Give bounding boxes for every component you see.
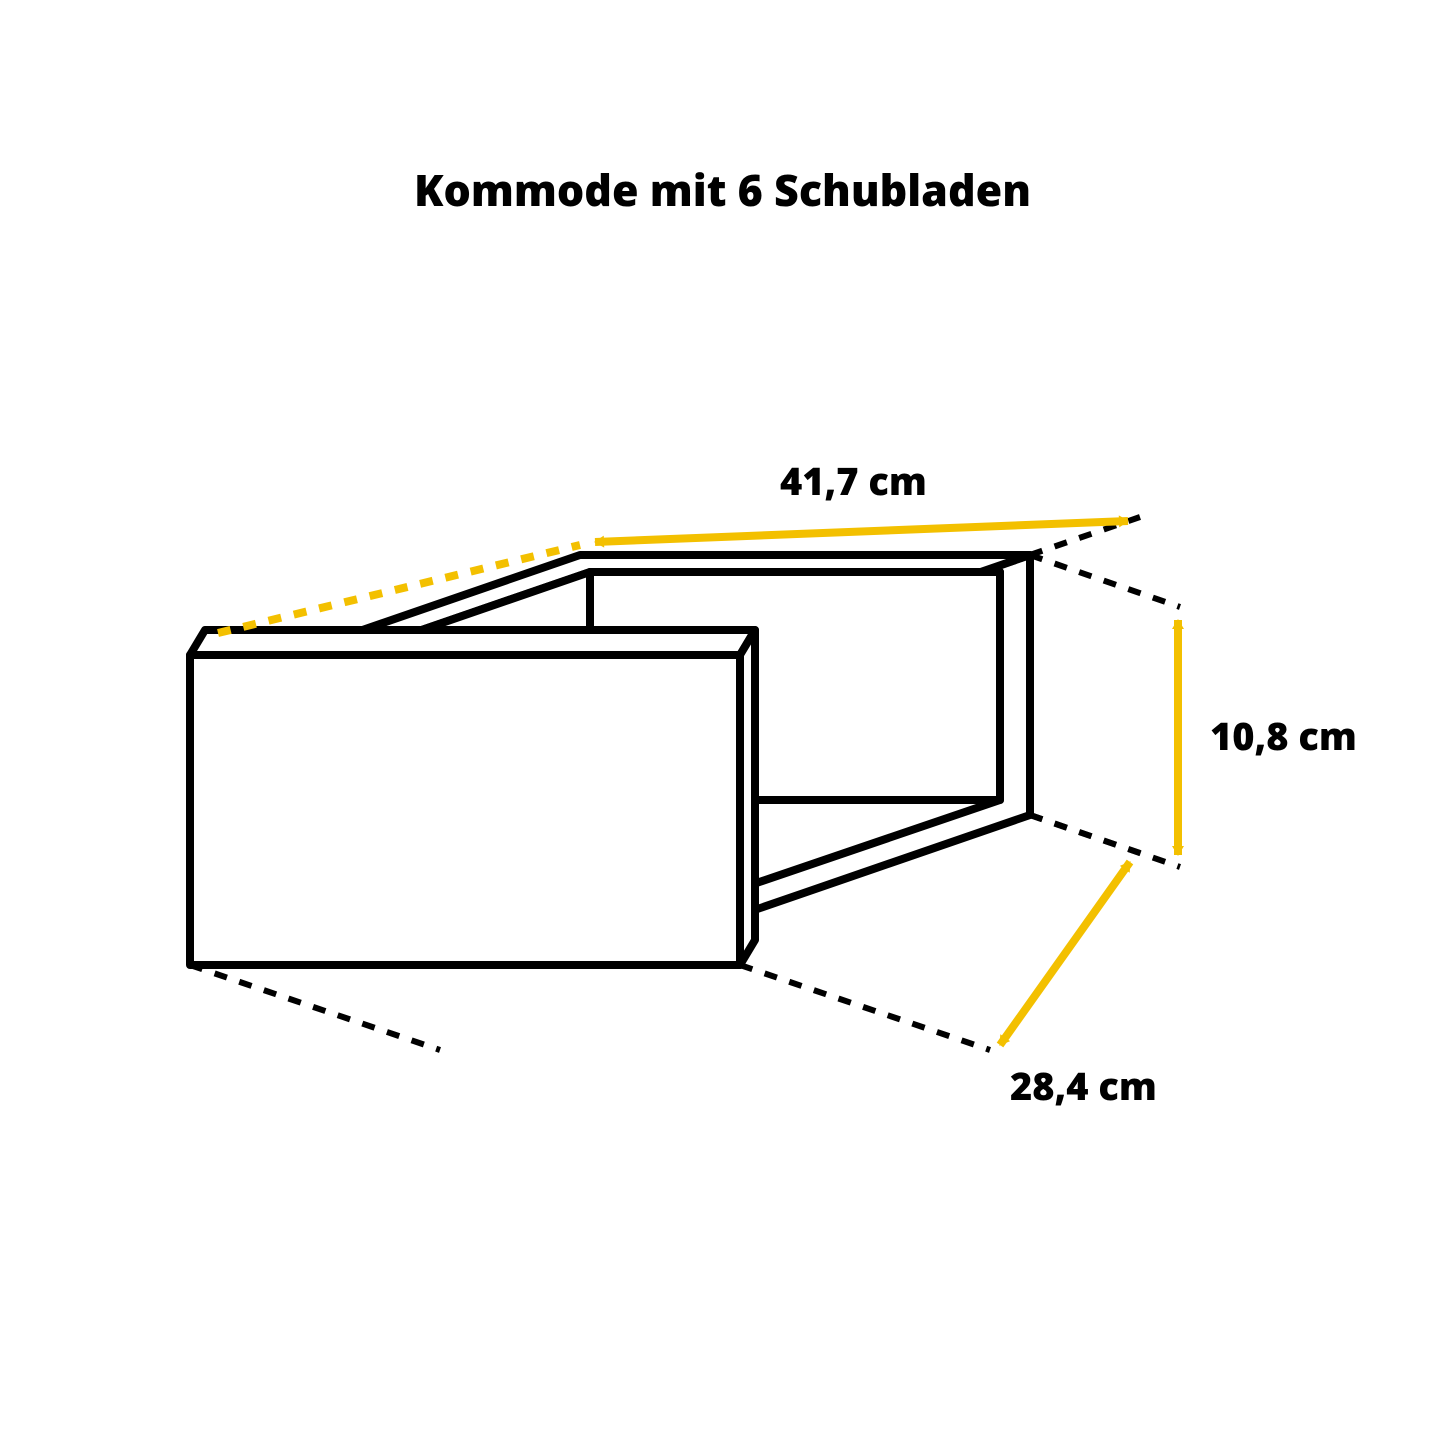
dim-height-label: 10,8 cm [1210,710,1357,762]
diagram-title: Kommode mit 6 Schubladen [0,160,1445,219]
dim-depth-label: 28,4 cm [1010,1060,1157,1112]
diagram-canvas: Kommode mit 6 Schubladen [0,0,1445,1445]
dim-width-arrow [595,521,1128,542]
dim-depth-arrow [1000,862,1130,1045]
dim-width-label: 41,7 cm [780,455,927,507]
drawer-front-panel [190,630,755,965]
